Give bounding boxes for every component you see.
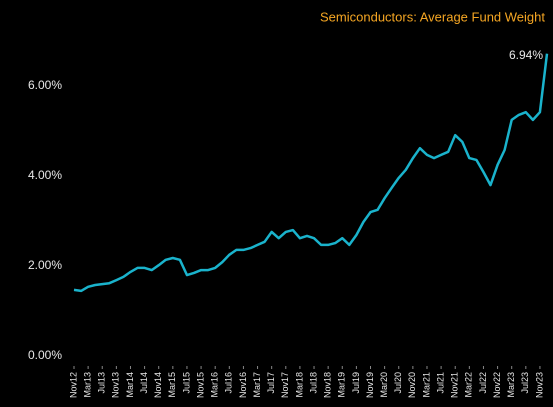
x-tick-label: Nov22 bbox=[492, 372, 502, 398]
x-tick-label: Jul13 bbox=[97, 372, 107, 394]
x-tick-label: Nov17 bbox=[280, 372, 290, 398]
x-tick-label: Nov15 bbox=[195, 372, 205, 398]
x-tick-label: Nov12 bbox=[68, 372, 78, 398]
x-tick-label: Nov18 bbox=[323, 372, 333, 398]
y-tick-label: 2.00% bbox=[28, 258, 62, 272]
x-tick-label: Nov19 bbox=[365, 372, 375, 398]
x-tick-label: Mar13 bbox=[82, 372, 92, 398]
x-tick-label: Jul16 bbox=[224, 372, 234, 394]
x-tick-label: Mar18 bbox=[294, 372, 304, 398]
x-tick-label: Mar21 bbox=[421, 372, 431, 398]
x-tick-label: Nov23 bbox=[534, 372, 544, 398]
x-tick-label: Jul22 bbox=[478, 372, 488, 394]
x-tick-label: Jul20 bbox=[393, 372, 403, 394]
series-line bbox=[73, 53, 549, 293]
x-tick-label: Nov13 bbox=[111, 372, 121, 398]
x-tick-label: Mar22 bbox=[464, 372, 474, 398]
value-label: 6.94% bbox=[509, 48, 543, 62]
x-tick-label: Jul23 bbox=[520, 372, 530, 394]
x-tick-label: Mar14 bbox=[125, 372, 135, 398]
x-tick-label: Nov20 bbox=[407, 372, 417, 398]
x-tick-label: Nov21 bbox=[450, 372, 460, 398]
x-tick-label: Mar19 bbox=[337, 372, 347, 398]
x-tick-label: Mar23 bbox=[506, 372, 516, 398]
x-tick-label: Jul21 bbox=[435, 372, 445, 394]
x-tick-label: Jul14 bbox=[139, 372, 149, 394]
y-tick-label: 0.00% bbox=[28, 348, 62, 362]
y-tick-label: 6.00% bbox=[28, 78, 62, 92]
x-tick-label: Jul19 bbox=[351, 372, 361, 394]
x-tick-label: Mar16 bbox=[210, 372, 220, 398]
x-tick-label: Mar20 bbox=[379, 372, 389, 398]
x-tick-label: Nov16 bbox=[238, 372, 248, 398]
x-tick-label: Mar15 bbox=[167, 372, 177, 398]
x-tick-label: Jul15 bbox=[181, 372, 191, 394]
x-tick-label: Nov14 bbox=[153, 372, 163, 398]
x-tick-label: Jul18 bbox=[308, 372, 318, 394]
chart-title: Semiconductors: Average Fund Weight bbox=[320, 9, 545, 24]
x-tick-label: Mar17 bbox=[252, 372, 262, 398]
y-tick-label: 4.00% bbox=[28, 168, 62, 182]
x-tick-label: Jul17 bbox=[266, 372, 276, 394]
